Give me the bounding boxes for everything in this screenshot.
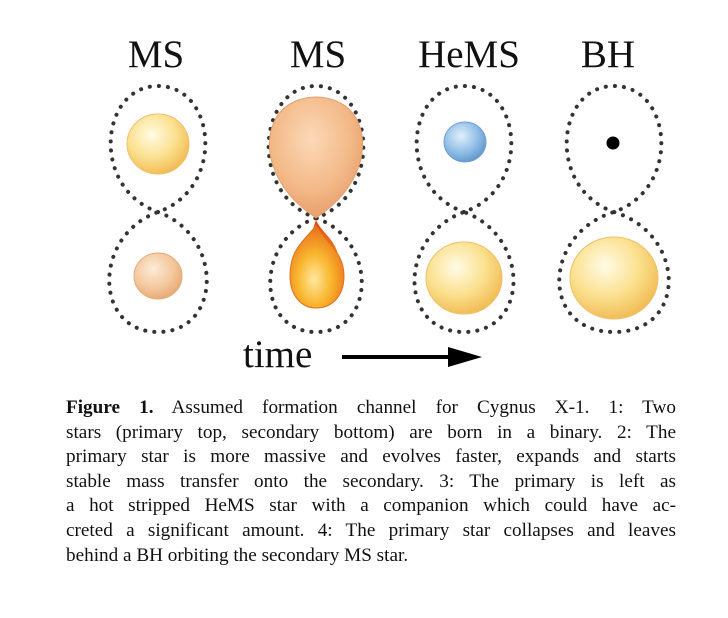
caption-line-3: primary star is more massive and evolves… [66,446,676,468]
figure-caption: Figure 1. Assumed formation channel for … [66,396,676,568]
time-arrow [342,347,482,367]
stage-label-2: MS [289,33,347,76]
time-label: time [243,333,313,376]
caption-figure-tag: Figure 1. [66,397,154,418]
roche-lobe-4 [557,83,671,335]
roche-lobe-1 [107,83,209,335]
caption-line-7: behind a BH orbiting the secondary MS st… [66,544,409,566]
donor-star-roche-filling [268,96,364,219]
caption-line-5: a hot stripped HeMS star with a companio… [66,495,676,517]
stage-label-1: MS [127,33,185,76]
caption-line-1: Figure 1. Assumed formation channel for … [66,396,676,421]
caption-line-2: stars (primary top, secondary bottom) ar… [66,421,676,443]
caption-line-6: creted a significant amount. 4: The prim… [66,519,676,541]
stage-label-3: HeMS [418,33,520,76]
secondary-star-ms-4 [569,236,659,320]
primary-star-ms-1 [126,113,190,175]
secondary-star-ms-1 [133,252,183,300]
accreting-secondary-star [289,225,345,309]
black-hole [606,136,620,150]
roche-lobe-3 [412,83,516,335]
caption-line-4: stable mass transfer onto the secondary.… [66,470,676,492]
hems-star [443,121,487,163]
caption-line-1-text: Assumed formation channel for Cygnus X-1… [171,397,676,418]
secondary-star-ms-3 [425,241,503,315]
stage-label-4: BH [580,33,636,76]
